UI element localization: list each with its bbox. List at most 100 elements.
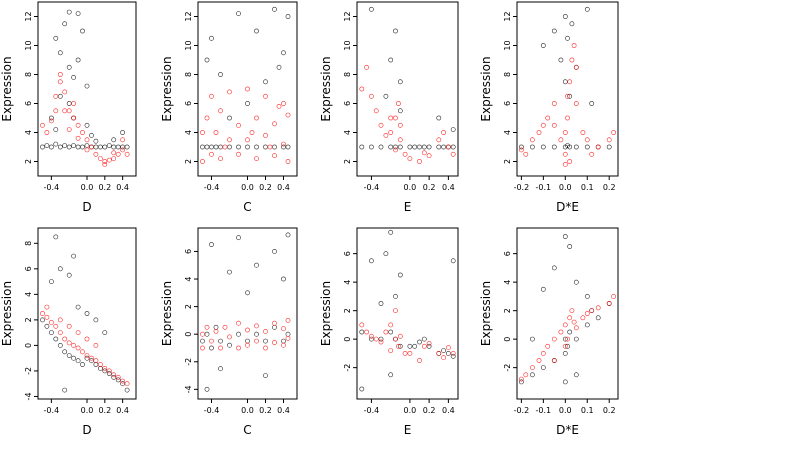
data-point-red <box>359 86 365 92</box>
x-tick-label: -0.4 <box>364 183 380 192</box>
data-point-red <box>66 127 72 133</box>
series-red <box>40 72 130 167</box>
data-point-red <box>272 320 277 326</box>
data-point-red <box>562 151 568 157</box>
data-point-black <box>540 365 546 370</box>
data-point-red <box>236 122 241 128</box>
series-red <box>200 86 291 164</box>
data-point-red <box>249 130 255 135</box>
data-point-black <box>93 362 99 367</box>
data-point-red <box>551 101 557 106</box>
data-point-black <box>263 338 268 344</box>
data-point-red <box>209 93 214 99</box>
data-point-black <box>567 144 573 150</box>
data-point-black <box>530 372 535 378</box>
data-point-red <box>49 118 54 124</box>
data-point-red <box>263 328 268 334</box>
data-point-black <box>421 336 427 342</box>
data-point-black <box>120 381 125 387</box>
data-point-red <box>236 320 241 326</box>
data-point-black <box>584 322 590 328</box>
data-point-black <box>115 377 121 383</box>
data-point-black <box>236 331 241 337</box>
data-point-red <box>102 365 108 371</box>
data-point-black <box>562 234 568 239</box>
series-black <box>40 234 130 393</box>
data-point-red <box>93 151 99 157</box>
data-point-black <box>80 28 85 34</box>
y-tick-label: 4 <box>24 292 33 297</box>
data-point-black <box>75 57 81 63</box>
data-point-black <box>44 143 50 148</box>
data-point-red <box>254 156 259 161</box>
y-axis-label: Expression <box>479 281 493 346</box>
data-point-red <box>567 79 573 85</box>
data-point-red <box>589 308 595 313</box>
x-tick-label: 0.0 <box>81 406 94 415</box>
data-point-red <box>98 362 103 367</box>
data-point-red <box>450 151 456 157</box>
x-tick-label: 0.2 <box>98 406 111 415</box>
data-point-black <box>562 379 568 385</box>
data-point-black <box>562 350 568 356</box>
data-point-black <box>445 350 451 356</box>
data-point-black <box>53 234 59 240</box>
data-point-red <box>445 144 451 150</box>
data-point-black <box>227 269 232 275</box>
x-tick-label: 0.2 <box>603 406 616 415</box>
data-point-black <box>263 144 268 150</box>
data-point-black <box>254 331 259 337</box>
data-point-black <box>245 144 250 150</box>
data-point-black <box>272 324 277 330</box>
data-point-red <box>417 159 422 164</box>
data-point-red <box>569 57 575 63</box>
data-point-red <box>441 130 446 135</box>
data-point-red <box>80 349 85 355</box>
data-point-red <box>204 324 210 330</box>
data-point-black <box>75 11 81 16</box>
data-point-black <box>540 43 546 48</box>
y-tick-label: 10 <box>24 40 33 50</box>
x-tick-label: 0.0 <box>241 183 254 192</box>
data-point-black <box>595 315 601 321</box>
data-point-black <box>562 14 568 19</box>
data-point-red <box>285 112 291 118</box>
data-point-red <box>53 323 59 329</box>
data-point-black <box>388 144 394 150</box>
data-point-red <box>536 130 542 135</box>
data-point-black <box>84 83 90 89</box>
data-point-red <box>530 137 535 143</box>
data-point-black <box>397 144 403 150</box>
plot-frame <box>37 1 137 177</box>
data-point-black <box>66 144 72 150</box>
data-point-black <box>530 336 535 342</box>
data-point-red <box>285 317 291 323</box>
data-point-red <box>445 345 451 351</box>
data-point-red <box>436 350 442 356</box>
data-point-black <box>227 144 232 150</box>
data-point-red <box>200 159 205 164</box>
data-point-black <box>436 144 442 150</box>
data-point-black <box>49 279 54 284</box>
data-point-red <box>263 345 268 351</box>
data-point-black <box>49 115 54 121</box>
x-tick-label: 0.0 <box>404 406 417 415</box>
x-tick-label: 0.0 <box>559 406 572 415</box>
y-tick-label: 2 <box>24 159 33 164</box>
plot-frame <box>516 1 619 177</box>
data-point-black <box>562 336 568 342</box>
data-point-black <box>378 301 384 306</box>
scatter-panel-8: -0.2 -0.1 0.0 0.1 0.2 -2 0 2 4 6 D*E Expression <box>479 227 619 437</box>
data-point-red <box>378 339 384 345</box>
data-point-black <box>209 35 214 41</box>
y-tick-label: -4 <box>184 385 193 393</box>
data-point-red <box>359 322 365 328</box>
data-point-black <box>66 64 72 70</box>
data-point-red <box>281 141 286 147</box>
data-point-red <box>573 325 579 331</box>
data-point-black <box>383 93 389 99</box>
data-point-black <box>57 342 63 348</box>
data-point-red <box>373 336 379 342</box>
data-point-red <box>285 159 291 164</box>
